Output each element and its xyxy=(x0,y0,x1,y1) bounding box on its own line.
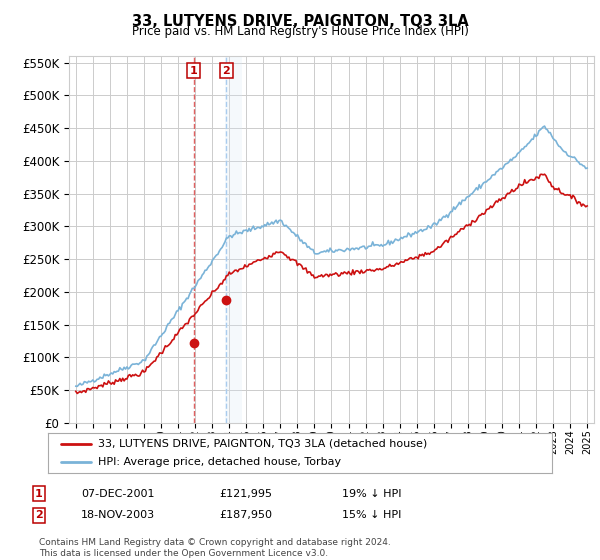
Text: 1: 1 xyxy=(35,489,43,499)
Text: 33, LUTYENS DRIVE, PAIGNTON, TQ3 3LA (detached house): 33, LUTYENS DRIVE, PAIGNTON, TQ3 3LA (de… xyxy=(98,439,428,449)
Text: 07-DEC-2001: 07-DEC-2001 xyxy=(81,489,155,499)
Text: 19% ↓ HPI: 19% ↓ HPI xyxy=(342,489,401,499)
Text: 18-NOV-2003: 18-NOV-2003 xyxy=(81,510,155,520)
Text: Price paid vs. HM Land Registry's House Price Index (HPI): Price paid vs. HM Land Registry's House … xyxy=(131,25,469,38)
Text: 1: 1 xyxy=(190,66,197,76)
Text: Contains HM Land Registry data © Crown copyright and database right 2024.
This d: Contains HM Land Registry data © Crown c… xyxy=(39,538,391,558)
Text: 2: 2 xyxy=(223,66,230,76)
Text: 2: 2 xyxy=(35,510,43,520)
Text: HPI: Average price, detached house, Torbay: HPI: Average price, detached house, Torb… xyxy=(98,458,341,467)
Text: £187,950: £187,950 xyxy=(219,510,272,520)
Text: 15% ↓ HPI: 15% ↓ HPI xyxy=(342,510,401,520)
Text: 33, LUTYENS DRIVE, PAIGNTON, TQ3 3LA: 33, LUTYENS DRIVE, PAIGNTON, TQ3 3LA xyxy=(131,14,469,29)
Bar xyxy=(225,56,242,423)
Text: £121,995: £121,995 xyxy=(219,489,272,499)
